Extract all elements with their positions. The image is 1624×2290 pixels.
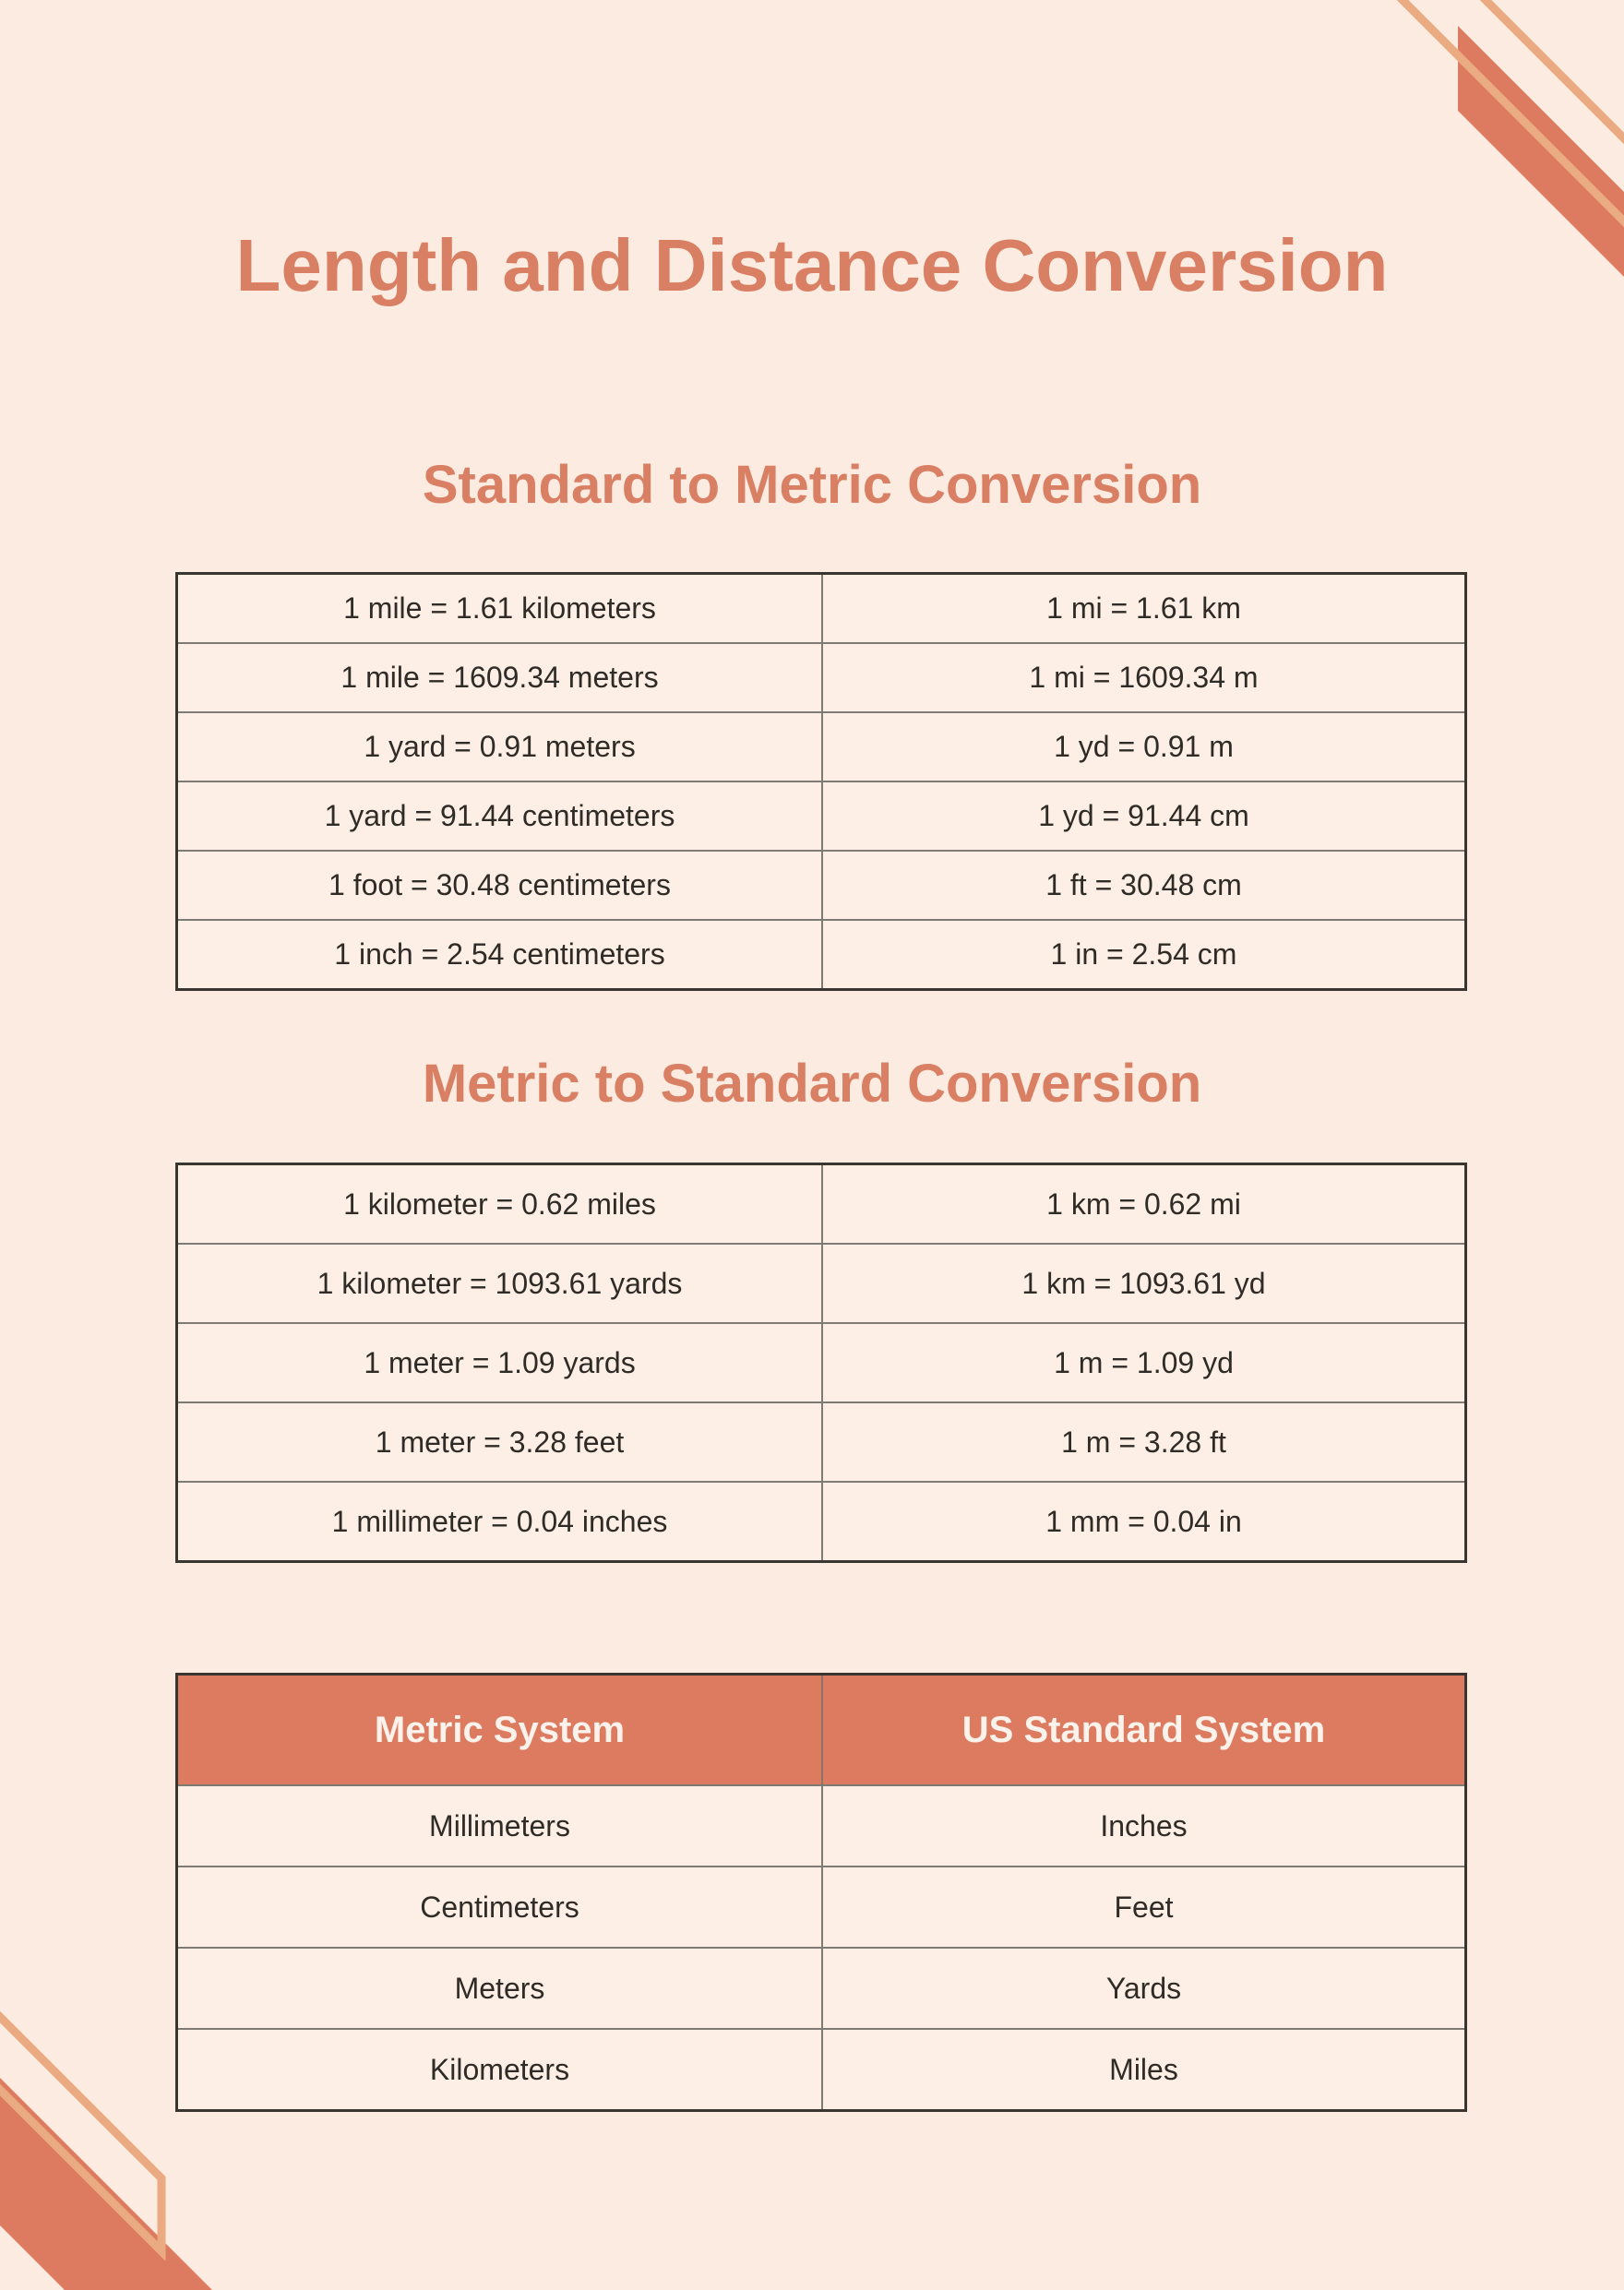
conversion-abbrev-cell: 1 mi = 1609.34 m bbox=[821, 644, 1464, 711]
conversion-full-cell: 1 mile = 1609.34 meters bbox=[340, 661, 659, 694]
conversion-full-cell: 1 inch = 2.54 centimeters bbox=[334, 937, 665, 971]
conversion-abbrev-cell: 1 ft = 30.48 cm bbox=[821, 852, 1464, 919]
conversion-abbrev-cell: 1 mi = 1.61 km bbox=[821, 575, 1464, 642]
corner-stripes-top-right bbox=[1396, 0, 1624, 277]
section-heading-standard-to-metric: Standard to Metric Conversion bbox=[422, 455, 1202, 515]
us-unit-cell: Feet bbox=[821, 1867, 1464, 1947]
table-row: 1 meter = 3.28 feet 1 m = 3.28 ft bbox=[178, 1401, 1464, 1481]
us-unit-cell: Miles bbox=[821, 2030, 1464, 2109]
table-row: Meters Yards bbox=[178, 1947, 1464, 2028]
page-title: Length and Distance Conversion bbox=[235, 224, 1389, 306]
metric-unit-cell: Centimeters bbox=[420, 1890, 579, 1924]
conversion-abbrev-cell: 1 m = 3.28 ft bbox=[821, 1403, 1464, 1481]
table-row: 1 foot = 30.48 centimeters 1 ft = 30.48 … bbox=[178, 850, 1464, 919]
conversion-abbrev-cell: 1 mm = 0.04 in bbox=[821, 1483, 1464, 1560]
conversion-full-cell: 1 meter = 1.09 yards bbox=[364, 1345, 636, 1379]
conversion-full-cell: 1 yard = 91.44 centimeters bbox=[324, 799, 675, 832]
table-metric-to-standard: 1 kilometer = 0.62 miles 1 km = 0.62 mi … bbox=[175, 1163, 1467, 1563]
conversion-abbrev-cell: 1 km = 1093.61 yd bbox=[821, 1245, 1464, 1322]
metric-unit-cell: Millimeters bbox=[429, 1808, 570, 1843]
table-standard-to-metric: 1 mile = 1.61 kilometers 1 mi = 1.61 km … bbox=[175, 572, 1467, 991]
table-row: Millimeters Inches bbox=[178, 1784, 1464, 1866]
section-heading-metric-to-standard: Metric to Standard Conversion bbox=[422, 1054, 1202, 1114]
conversion-full-cell: 1 kilometer = 1093.61 yards bbox=[316, 1266, 683, 1300]
table-row: 1 kilometer = 0.62 miles 1 km = 0.62 mi bbox=[178, 1165, 1464, 1243]
table-row: 1 yard = 0.91 meters 1 yd = 0.91 m bbox=[178, 711, 1464, 781]
table-row: 1 mile = 1609.34 meters 1 mi = 1609.34 m bbox=[178, 642, 1464, 711]
conversion-abbrev-cell: 1 in = 2.54 cm bbox=[821, 921, 1464, 988]
conversion-full-cell: 1 meter = 3.28 feet bbox=[375, 1425, 625, 1459]
us-unit-cell: Inches bbox=[821, 1786, 1464, 1866]
table-row: Centimeters Feet bbox=[178, 1866, 1464, 1947]
tan-stripe-inner bbox=[1396, 0, 1624, 228]
metric-unit-cell: Meters bbox=[454, 1971, 545, 2005]
conversion-abbrev-cell: 1 yd = 91.44 cm bbox=[821, 782, 1464, 850]
metric-unit-cell: Kilometers bbox=[429, 2052, 570, 2086]
conversion-full-cell: 1 mile = 1.61 kilometers bbox=[343, 591, 656, 625]
conversion-full-cell: 1 kilometer = 0.62 miles bbox=[343, 1187, 656, 1221]
table-row: 1 millimeter = 0.04 inches 1 mm = 0.04 i… bbox=[178, 1481, 1464, 1560]
metric-system-header: Metric System bbox=[178, 1676, 821, 1784]
table-header-row: Metric System US Standard System bbox=[178, 1676, 1464, 1784]
conversion-full-cell: 1 yard = 0.91 meters bbox=[364, 730, 636, 763]
table-row: 1 inch = 2.54 centimeters 1 in = 2.54 cm bbox=[178, 919, 1464, 988]
conversion-abbrev-cell: 1 yd = 0.91 m bbox=[821, 713, 1464, 781]
table-row: Kilometers Miles bbox=[178, 2028, 1464, 2109]
us-unit-cell: Yards bbox=[821, 1949, 1464, 2028]
table-system-comparison: Metric System US Standard System Millime… bbox=[175, 1673, 1467, 2112]
table-row: 1 kilometer = 1093.61 yards 1 km = 1093.… bbox=[178, 1243, 1464, 1322]
tan-stripe-outer bbox=[1479, 0, 1624, 145]
us-standard-header: US Standard System bbox=[821, 1676, 1464, 1784]
tan-outline-band bbox=[0, 2010, 166, 2261]
conversion-abbrev-cell: 1 km = 0.62 mi bbox=[821, 1165, 1464, 1243]
conversion-full-cell: 1 millimeter = 0.04 inches bbox=[331, 1504, 668, 1538]
table-row: 1 yard = 91.44 centimeters 1 yd = 91.44 … bbox=[178, 781, 1464, 850]
table-row: 1 mile = 1.61 kilometers 1 mi = 1.61 km bbox=[178, 575, 1464, 642]
conversion-abbrev-cell: 1 m = 1.09 yd bbox=[821, 1324, 1464, 1401]
table-row: 1 meter = 1.09 yards 1 m = 1.09 yd bbox=[178, 1322, 1464, 1401]
conversion-full-cell: 1 foot = 30.48 centimeters bbox=[328, 868, 671, 901]
